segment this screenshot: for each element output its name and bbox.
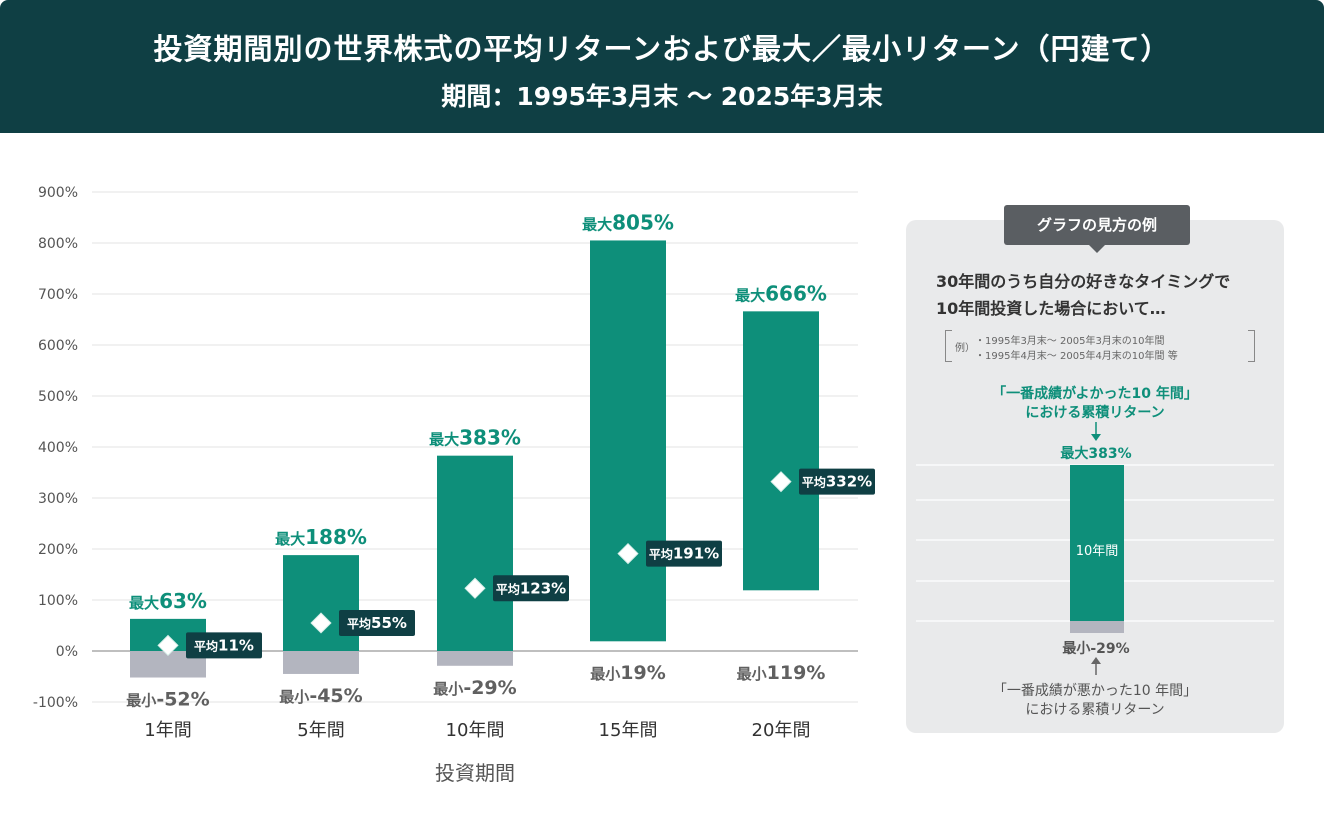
x-axis-title: 投資期間 [435, 761, 515, 785]
y-tick-label: 0% [56, 644, 78, 660]
mini-bar-label: 10年間 [1076, 544, 1119, 559]
example-period-1: ・1995年3月末～ 2005年3月末の10年間 [975, 336, 1165, 347]
avg-label-bg [646, 540, 722, 567]
avg-label-bg [493, 575, 569, 602]
example-period-box: 例） ・1995年3月末～ 2005年3月末の10年間 ・1995年4月末～ 2… [945, 330, 1255, 362]
min-label: 最小119% [737, 662, 826, 684]
y-tick-label: 500% [38, 389, 78, 405]
bar-positive [590, 240, 666, 642]
worst-period-label-line1: 「一番成績が悪かった10 年間」 [992, 683, 1198, 699]
mini-min-label: 最小-29% [1062, 640, 1129, 657]
chart-subtitle: 期間：1995年3月末 ～ 2025年3月末 [441, 82, 883, 111]
bar-positive [743, 311, 819, 591]
mini-bar-negative [1070, 621, 1124, 633]
right-bracket [1248, 330, 1255, 362]
x-tick-label: 10年間 [446, 720, 505, 741]
min-label: 最小-52% [126, 689, 209, 711]
max-label: 最大805% [582, 210, 674, 234]
max-label: 最大63% [129, 589, 207, 613]
example-description-line1: 30年間のうち自分の好きなタイミングで [936, 272, 1231, 291]
min-label: 最小19% [590, 662, 666, 684]
best-arrowhead [1091, 434, 1101, 441]
example-period-2: ・1995年4月末～ 2005年4月末の10年間 等 [975, 351, 1178, 362]
avg-marker [310, 612, 332, 634]
avg-label: 平均123% [496, 579, 566, 597]
avg-label: 平均191% [649, 545, 719, 563]
avg-marker [464, 577, 486, 599]
y-tick-label: 400% [38, 440, 78, 456]
max-label: 最大188% [275, 525, 367, 549]
example-panel-tab: グラフの見方の例 [1004, 205, 1190, 253]
bar-positive [437, 455, 513, 651]
best-period-label-line2: における累積リターン [1025, 405, 1165, 421]
left-bracket [945, 330, 952, 362]
y-tick-label: 100% [38, 593, 78, 609]
max-label: 最大383% [429, 426, 521, 450]
avg-label-bg [799, 468, 875, 495]
y-tick-label: 300% [38, 491, 78, 507]
avg-label: 平均332% [802, 473, 872, 491]
chart-header: 投資期間別の世界株式の平均リターンおよび最大／最小リターン（円建て） 期間：19… [0, 0, 1324, 133]
x-tick-label: 5年間 [297, 720, 344, 741]
min-label: 最小-45% [279, 685, 362, 707]
best-period-label-line1: 「一番成績がよかった10 年間」 [992, 386, 1198, 402]
bar-negative [283, 651, 359, 674]
avg-marker [157, 634, 179, 656]
x-tick-label: 15年間 [599, 720, 658, 741]
mini-bar-positive [1070, 465, 1124, 621]
avg-label-bg [186, 632, 262, 659]
max-label: 最大666% [735, 281, 827, 305]
y-tick-label: 800% [38, 236, 78, 252]
example-description-line2: 10年間投資した場合において… [936, 299, 1166, 318]
y-tick-label: 600% [38, 338, 78, 354]
y-tick-label: 700% [38, 287, 78, 303]
x-tick-label: 20年間 [752, 720, 811, 741]
chart-title: 投資期間別の世界株式の平均リターンおよび最大／最小リターン（円建て） [153, 32, 1171, 66]
y-tick-label: 900% [38, 185, 78, 201]
avg-marker [770, 471, 792, 493]
x-tick-label: 1年間 [144, 720, 191, 741]
min-label: 最小-29% [433, 677, 516, 699]
example-tag: 例） [955, 343, 975, 354]
avg-label: 平均11% [194, 636, 254, 654]
worst-arrowhead [1091, 657, 1101, 664]
worst-period-label-line2: における累積リターン [1025, 702, 1165, 718]
avg-marker [617, 542, 639, 565]
avg-label-bg [339, 609, 415, 636]
y-tick-label: 200% [38, 542, 78, 558]
avg-label: 平均55% [347, 614, 407, 632]
bar-negative [437, 651, 513, 666]
mini-max-label: 最大383% [1060, 445, 1131, 462]
y-tick-label: -100% [33, 695, 78, 711]
